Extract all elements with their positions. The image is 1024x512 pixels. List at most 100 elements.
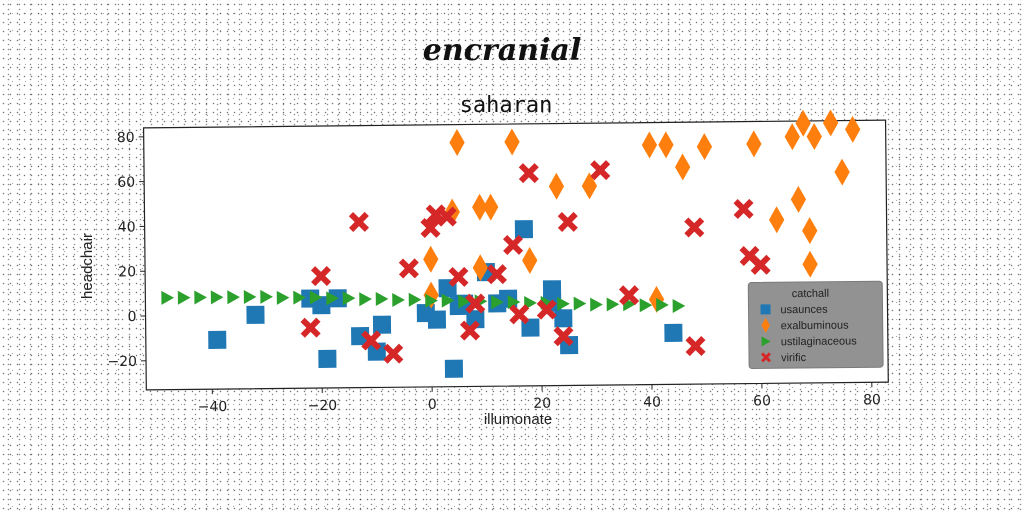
usaunces-point	[466, 310, 485, 329]
data-markers	[161, 109, 861, 378]
chart-title: saharan	[460, 93, 553, 118]
legend-box	[747, 280, 884, 370]
legend-label: ustilaginaceous	[781, 335, 857, 348]
virific-point	[518, 163, 539, 184]
ustilaginaceous-point	[491, 295, 504, 310]
ustilaginaceous-point	[441, 293, 455, 308]
exalbuminous-point	[522, 246, 538, 274]
legend-item-usaunces[interactable]: usaunces	[760, 304, 828, 317]
ustilaginaceous-point	[507, 295, 521, 310]
virific-point	[685, 335, 706, 357]
ustilaginaceous-point	[260, 289, 273, 304]
virific-point	[420, 217, 441, 238]
ustilaginaceous-point	[458, 294, 471, 309]
ustilaginaceous-point	[326, 291, 339, 306]
exalbuminous-point	[795, 109, 811, 137]
exalbuminous-point	[696, 133, 713, 161]
virific-point	[448, 266, 469, 287]
virific-point	[509, 304, 530, 325]
ustilaginaceous-point	[177, 290, 191, 305]
exalbuminous-point	[548, 172, 565, 200]
legend-label: virific	[781, 352, 807, 364]
exalbuminous-point	[483, 193, 499, 221]
legend-label: usaunces	[780, 304, 828, 316]
ustilaginaceous-point	[293, 290, 306, 305]
ustilaginaceous-point	[342, 291, 356, 306]
virific-point	[750, 254, 771, 275]
exalbuminous-point	[641, 131, 658, 159]
x-tick-label: 60	[753, 393, 771, 409]
legend-marker-usaunces	[760, 304, 771, 315]
usaunces-point	[318, 349, 337, 368]
usaunces-point	[427, 310, 447, 329]
legend-marker-virific	[760, 352, 772, 363]
ustilaginaceous-point	[276, 290, 290, 305]
exalbuminous-point	[834, 158, 850, 186]
virific-point	[536, 299, 557, 320]
exalbuminous-point	[790, 185, 807, 213]
figure-title: encranial	[423, 33, 581, 68]
ustilaginaceous-point	[590, 297, 603, 312]
virific-point	[684, 217, 705, 238]
legend-item-virific[interactable]: virific	[760, 352, 807, 364]
exalbuminous-point	[802, 250, 818, 278]
virific-point	[348, 211, 369, 232]
ustilaginaceous-point	[672, 298, 686, 313]
y-tick-label: 60	[117, 175, 135, 191]
y-tick-label: 0	[128, 309, 137, 325]
legend-title: catchall	[792, 288, 829, 300]
usaunces-point	[372, 315, 392, 334]
exalbuminous-point	[746, 130, 762, 158]
usaunces-point	[312, 296, 331, 315]
virific-point	[503, 234, 524, 256]
y-tick-label: 80	[117, 130, 135, 146]
x-tick-label: 20	[533, 396, 551, 412]
ustilaginaceous-point	[425, 293, 438, 308]
legend-marker-exalbuminous	[761, 317, 770, 333]
ustilaginaceous-point	[408, 292, 422, 307]
virific-point	[733, 198, 754, 220]
legend-item-exalbuminous[interactable]: exalbuminous	[761, 317, 849, 333]
ustilaginaceous-point	[392, 292, 405, 307]
plot-area: −40 −20 0 20 40 60 80 −20 0 20 40 60 80 catchall usa…	[107, 109, 889, 415]
ustilaginaceous-point	[606, 297, 620, 312]
ustilaginaceous-point	[656, 298, 669, 313]
exalbuminous-point	[581, 172, 598, 200]
exalbuminous-point	[806, 123, 822, 151]
usaunces-point	[664, 323, 683, 342]
legend[interactable]: catchall usaunces exalbuminous ustilaginace…	[747, 280, 884, 370]
virific-point	[310, 266, 332, 287]
ustilaginaceous-point	[359, 292, 372, 307]
usaunces-point	[444, 359, 464, 378]
ustilaginaceous-point	[210, 290, 224, 305]
ustilaginaceous-point	[161, 290, 175, 305]
virific-point	[383, 343, 404, 364]
usaunces-point	[554, 309, 573, 328]
ustilaginaceous-point	[309, 290, 323, 305]
y-axis: −20 0 20 40 60 80	[107, 130, 147, 370]
ustilaginaceous-point	[243, 290, 257, 305]
ustilaginaceous-point	[227, 290, 240, 305]
exalbuminous-point	[845, 115, 861, 143]
exalbuminous-point	[675, 153, 691, 181]
exalbuminous-point	[658, 131, 674, 159]
ustilaginaceous-point	[194, 290, 207, 305]
y-axis-label: headchair	[79, 233, 96, 299]
virific-point	[557, 211, 578, 233]
usaunces-point	[208, 330, 227, 349]
exalbuminous-point	[423, 245, 439, 273]
exalbuminous-point	[449, 129, 465, 157]
legend-marker-ustilaginaceous	[761, 336, 771, 347]
x-tick-label: 40	[643, 394, 661, 410]
ustilaginaceous-point	[573, 296, 587, 311]
usaunces-point	[514, 220, 534, 239]
virific-point	[618, 285, 640, 306]
virific-point	[436, 206, 457, 227]
usaunces-point	[367, 342, 386, 361]
virific-point	[361, 330, 382, 351]
legend-item-ustilaginaceous[interactable]: ustilaginaceous	[761, 335, 858, 348]
ustilaginaceous-point	[639, 298, 653, 313]
x-axis: −40 −20 0 20 40 60 80	[198, 382, 881, 415]
virific-point	[300, 317, 321, 338]
